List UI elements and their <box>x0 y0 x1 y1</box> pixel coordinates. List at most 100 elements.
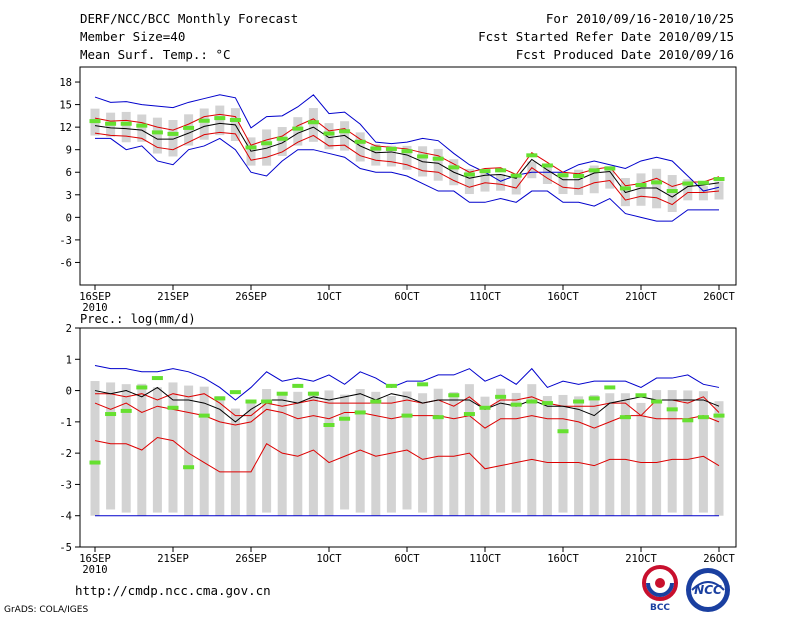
temp-box <box>542 166 552 185</box>
prec-marker <box>339 416 351 421</box>
temp-xtick-label: 6OCT <box>394 291 420 303</box>
prec-box <box>230 408 240 516</box>
prec-xtick-label: 26OCT <box>703 553 735 565</box>
prec-marker <box>245 399 257 404</box>
prec-marker <box>276 391 288 396</box>
temp-marker <box>245 145 257 150</box>
prec-marker <box>198 413 210 418</box>
prec-ytick-label: 1 <box>66 354 72 366</box>
temp-marker <box>604 166 616 171</box>
temp-marker <box>339 129 351 134</box>
prec-box <box>324 390 334 516</box>
prec-box <box>246 402 256 516</box>
prec-ytick-label: -1 <box>59 417 72 429</box>
prec-box <box>386 396 396 513</box>
prec-marker <box>619 415 631 420</box>
temp-marker <box>495 168 507 173</box>
prec-xtick-label: 6OCT <box>394 553 420 565</box>
bcc-logo: BCC <box>642 565 678 613</box>
temp-ytick-label: -6 <box>59 257 72 269</box>
temp-marker <box>573 174 585 178</box>
temp-xtick-label: 1OCT <box>316 291 342 303</box>
temp-xtick-label: 21OCT <box>625 291 657 303</box>
temp-marker <box>370 146 382 151</box>
temp-marker <box>619 186 631 191</box>
prec-xtick-year: 2010 <box>82 564 107 576</box>
temp-box <box>386 145 396 167</box>
temp-marker <box>354 139 366 144</box>
prec-ytick-label: -4 <box>59 511 72 523</box>
temp-box <box>293 117 303 146</box>
temp-marker <box>526 153 538 158</box>
prec-marker <box>323 422 335 427</box>
prec-marker <box>557 429 569 434</box>
temp-box <box>355 132 365 162</box>
prec-box <box>558 394 568 513</box>
temp-box <box>308 108 318 142</box>
prec-marker <box>214 396 226 401</box>
temp-box <box>714 181 724 200</box>
temp-marker <box>635 183 647 188</box>
prec-marker <box>666 407 678 412</box>
temp-xtick-label: 11OCT <box>469 291 501 303</box>
temp-box <box>137 114 147 142</box>
temp-marker <box>307 120 319 125</box>
temp-ytick-label: 0 <box>66 212 72 224</box>
prec-marker <box>495 394 507 399</box>
prec-box <box>293 391 303 516</box>
temp-marker <box>89 119 101 124</box>
prec-marker <box>385 383 397 388</box>
prec-xtick-label: 16SEP <box>79 553 111 565</box>
temp-marker <box>385 146 397 151</box>
prec-box <box>605 393 615 516</box>
temp-box <box>277 127 287 157</box>
prec-marker <box>651 399 663 404</box>
prec-marker <box>307 391 319 396</box>
prec-box <box>574 396 584 516</box>
temp-marker <box>105 121 117 126</box>
temp-box <box>480 170 490 192</box>
prec-box <box>262 389 272 513</box>
prec-upper-line <box>95 393 720 417</box>
temp-box <box>184 114 194 146</box>
prec-marker <box>354 410 366 415</box>
prec-xtick-label: 21SEP <box>157 553 189 565</box>
temp-box <box>215 105 225 136</box>
source-url[interactable]: http://cmdp.ncc.cma.gov.cn <box>75 583 271 598</box>
temp-frame <box>79 66 737 286</box>
temp-marker <box>292 126 304 131</box>
temp-min-line <box>95 137 719 222</box>
prec-ytick-label: -3 <box>59 479 72 491</box>
prec-marker <box>697 415 709 420</box>
prec-box <box>589 394 599 516</box>
temp-box <box>667 175 677 213</box>
temp-box <box>168 119 178 157</box>
precip-panel-title: Prec.: log(mm/d) <box>80 312 196 326</box>
temp-box <box>511 174 521 195</box>
prec-box <box>355 389 365 513</box>
refer-date: Fcst Started Refer Date 2010/09/15 <box>478 29 734 44</box>
temp-marker <box>261 141 273 146</box>
chart-title: DERF/NCC/BCC Monthly Forecast <box>80 11 299 26</box>
temp-box <box>199 108 209 140</box>
temp-marker <box>183 125 195 130</box>
precipitation-panel: 2 1 0 -1 -2 -3 -4 -5 16SEP 21SEP 26SEP 1OCT 6OCT 11OC… <box>59 323 737 576</box>
prec-box <box>496 388 506 513</box>
prec-marker <box>120 408 132 413</box>
prec-max-line <box>94 365 720 401</box>
temp-marker <box>682 181 694 186</box>
prec-box <box>620 393 630 516</box>
prec-box <box>418 393 428 513</box>
temp-box <box>558 172 568 195</box>
prec-xtick-label: 21OCT <box>625 553 657 565</box>
temp-marker <box>479 169 491 174</box>
prec-marker <box>604 385 616 390</box>
prec-box <box>106 382 116 510</box>
prec-box <box>340 394 350 510</box>
temp-max-line <box>94 94 720 192</box>
prec-box <box>277 394 287 516</box>
prec-box <box>152 387 162 513</box>
prec-marker <box>510 402 522 407</box>
temp-box <box>527 161 537 179</box>
temp-lower-line <box>94 131 720 206</box>
